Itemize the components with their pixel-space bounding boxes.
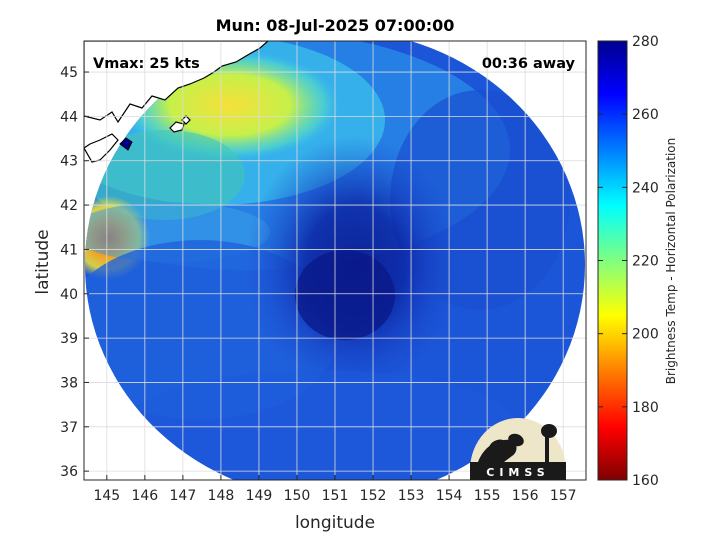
x-tick-label: 156 xyxy=(512,488,539,504)
time-away-annotation: 00:36 away xyxy=(482,56,576,72)
grid-lines xyxy=(84,41,586,480)
coastline xyxy=(84,41,269,163)
x-tick-label: 153 xyxy=(398,488,425,504)
y-tick-label: 38 xyxy=(60,375,78,391)
y-tick-label: 39 xyxy=(60,331,78,347)
y-axis-label: latitude xyxy=(33,229,53,294)
vmax-annotation: Vmax: 25 kts xyxy=(93,56,200,72)
x-tick-label: 152 xyxy=(360,488,387,504)
x-tick-label: 155 xyxy=(474,488,501,504)
svg-text:CIMSS: CIMSS xyxy=(486,466,549,479)
coastline-dark-island xyxy=(119,137,133,151)
x-tick-label: 146 xyxy=(131,488,158,504)
y-tick-label: 41 xyxy=(60,242,78,258)
plot-title: Mun: 08-Jul-2025 07:00:00 xyxy=(216,16,455,35)
y-tick-label: 42 xyxy=(60,198,78,214)
x-tick-label: 149 xyxy=(246,488,273,504)
y-tick-label: 43 xyxy=(60,154,78,170)
x-tick-label: 150 xyxy=(284,488,311,504)
x-tick-label: 151 xyxy=(322,488,349,504)
colorbar-tick-label: 260 xyxy=(632,107,659,123)
y-tick-label: 44 xyxy=(60,109,78,125)
colorbar-tick-label: 180 xyxy=(632,400,659,416)
y-axis-ticks: 36 37 38 39 40 41 42 43 44 45 xyxy=(60,65,89,480)
x-tick-label: 157 xyxy=(550,488,577,504)
colorbar-label: Brightness Temp - Horizontal Polarizatio… xyxy=(664,138,678,385)
colorbar-tick-label: 220 xyxy=(632,254,659,270)
colorbar-tick-label: 280 xyxy=(632,34,659,50)
y-tick-label: 37 xyxy=(60,420,78,436)
cimss-logo: CIMSS xyxy=(470,418,566,480)
y-tick-label: 36 xyxy=(60,464,78,480)
colorbar-tick-label: 240 xyxy=(632,180,659,196)
colorbar-tick-label: 160 xyxy=(632,473,659,489)
y-tick-label: 40 xyxy=(60,287,78,303)
x-tick-label: 154 xyxy=(436,488,463,504)
colorbar-tick-label: 200 xyxy=(632,327,659,343)
x-axis-label: longitude xyxy=(295,513,375,533)
y-tick-label: 45 xyxy=(60,65,78,81)
x-tick-label: 147 xyxy=(170,488,197,504)
x-tick-label: 145 xyxy=(93,488,120,504)
colorbar-ticks: 280 260 240 220 200 180 160 xyxy=(598,34,659,489)
x-tick-label: 148 xyxy=(208,488,235,504)
x-axis-ticks: 145 146 147 148 149 150 151 152 153 154 155 156 157 xyxy=(93,475,577,504)
